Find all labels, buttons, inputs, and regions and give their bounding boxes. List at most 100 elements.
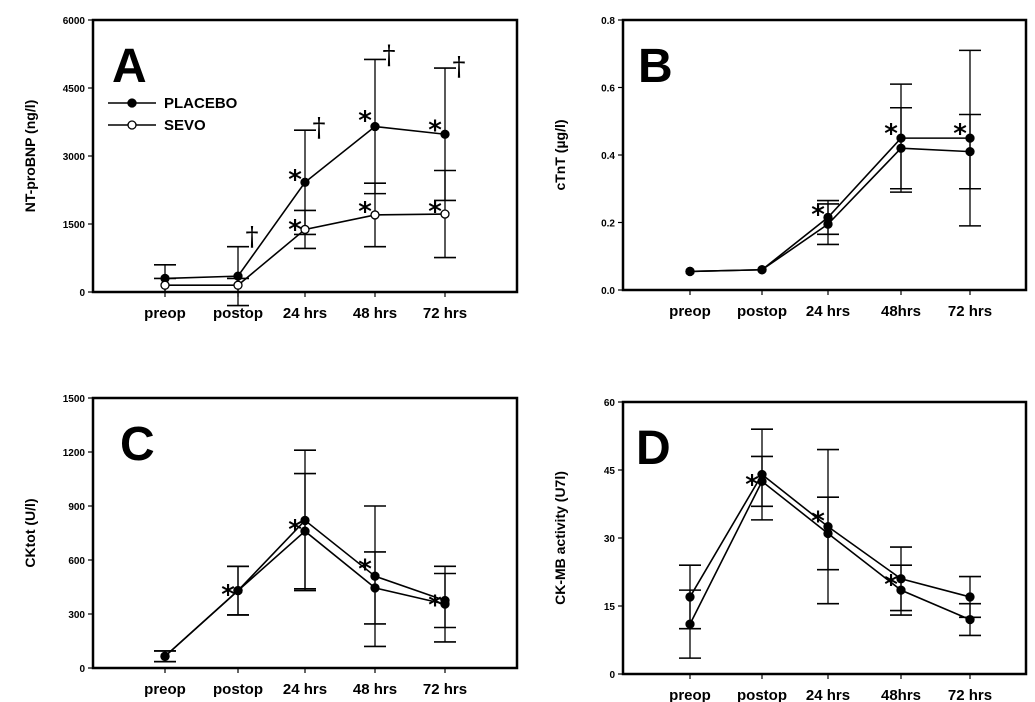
series-line: [689, 137, 970, 273]
y-tick-label: 300: [68, 610, 85, 621]
y-tick-label: 0: [79, 664, 85, 675]
panel-letter: D: [636, 422, 671, 475]
panel-c: 0 300 600 900 1200 1500 preop postop 24 hrs 48 hr…: [22, 394, 519, 698]
data-point: [233, 280, 243, 290]
data-point: [160, 651, 170, 661]
y-tick-label: 900: [68, 502, 85, 513]
data-point: [757, 476, 767, 486]
data-point: [440, 129, 450, 139]
panel-letter: B: [638, 40, 673, 93]
y-tick-label: 1500: [63, 220, 86, 231]
x-tick-label: preop: [144, 305, 186, 322]
y-tick-label: 1200: [63, 448, 86, 459]
data-point: [370, 210, 380, 220]
data-point: [233, 585, 243, 596]
series-2: [679, 455, 981, 659]
significance-asterisk: *: [358, 106, 372, 136]
data-point: [823, 219, 833, 229]
x-tick-label: preop: [144, 681, 186, 698]
x-tick-label: 72 hrs: [948, 303, 992, 320]
significance-dagger: †: [453, 52, 466, 82]
plot-frame: [621, 400, 1028, 676]
data-point: [370, 121, 380, 132]
significance-asterisk: *: [288, 515, 302, 545]
legend-label: PLACEBO: [164, 95, 238, 112]
y-tick-label: 3000: [63, 152, 86, 163]
y-tick-label: 0: [609, 670, 615, 681]
significance-dagger: †: [246, 222, 259, 252]
legend-label: SEVO: [164, 117, 206, 134]
plot-frame: [621, 18, 1028, 292]
y-tick-label: 0.8: [601, 16, 615, 27]
y-tick-label: 0.6: [601, 84, 615, 95]
y-axis-label: CKtot (U/l): [22, 498, 38, 567]
significance-asterisk: *: [358, 197, 372, 227]
y-tick-label: 4500: [63, 84, 86, 95]
data-point: [440, 209, 450, 219]
legend-marker: [127, 98, 137, 108]
significance-asterisk: *: [358, 555, 372, 585]
data-point: [965, 614, 975, 625]
data-point: [300, 224, 310, 235]
series-line: [689, 480, 971, 625]
data-point: [685, 266, 695, 277]
y-axis-label: CK-MB activity (U7l): [552, 471, 568, 605]
x-tick-label: postop: [737, 687, 787, 702]
y-tick-label: 0.2: [601, 219, 615, 230]
y-tick-label: 15: [604, 602, 616, 613]
x-tick-label: postop: [213, 305, 263, 322]
significance-asterisk: *: [221, 580, 235, 610]
x-tick-label: 72 hrs: [423, 681, 467, 698]
significance-asterisk: *: [288, 215, 302, 245]
x-tick-label: 48 hrs: [353, 305, 397, 322]
y-axis-label: cTnT (µg/l): [552, 119, 568, 190]
y-tick-label: 60: [604, 398, 616, 409]
significance-asterisk: *: [428, 591, 442, 621]
data-point: [896, 585, 906, 595]
legend: PLACEBO SEVO: [108, 95, 238, 134]
significance-dagger: †: [313, 113, 326, 143]
x-tick-label: 24 hrs: [283, 305, 327, 322]
x-tick-label: 24 hrs: [283, 681, 327, 698]
significance-asterisk: *: [428, 115, 442, 145]
x-tick-label: postop: [737, 303, 787, 320]
panel-b: 0.0 0.2 0.4 0.6 0.8 preop postop 24 hrs 48hrs 72 …: [552, 16, 1028, 320]
data-point: [160, 280, 170, 290]
data-point: [965, 592, 975, 602]
significance-asterisk: *: [811, 506, 825, 536]
series-2: [154, 472, 456, 663]
series-line: [689, 147, 971, 273]
x-tick-label: 72 hrs: [423, 305, 467, 322]
data-point: [823, 528, 833, 539]
y-tick-label: 6000: [63, 16, 86, 27]
significance-asterisk: *: [953, 119, 967, 149]
data-point: [965, 146, 975, 157]
series-1: [685, 49, 981, 277]
panel-letter: C: [120, 418, 155, 471]
y-tick-label: 1500: [63, 394, 86, 405]
x-tick-label: preop: [669, 303, 711, 320]
x-tick-label: 48hrs: [881, 303, 921, 320]
x-tick-label: 24 hrs: [806, 687, 850, 702]
y-tick-label: 30: [604, 534, 616, 545]
significance-asterisk: *: [745, 470, 759, 500]
x-tick-label: postop: [213, 681, 263, 698]
significance-asterisk: *: [811, 200, 825, 230]
y-tick-label: 0: [79, 288, 85, 299]
data-point: [685, 619, 695, 629]
data-point: [300, 526, 310, 536]
y-tick-label: 0.4: [601, 151, 615, 162]
data-point: [896, 143, 906, 153]
series-sevo: [154, 169, 456, 293]
x-tick-label: 24 hrs: [806, 303, 850, 320]
legend-marker: [127, 120, 137, 130]
significance-asterisk: *: [884, 570, 898, 600]
panel-letter: A: [112, 40, 147, 93]
panel-a: 0 1500 3000 4500 6000 preop postop 24 hrs 48 hrs…: [22, 16, 519, 322]
data-point: [300, 177, 310, 187]
significance-dagger: †: [383, 40, 396, 70]
panel-d: 0 15 30 45 60 preop postop 24 hrs 48hrs 72 hrs CK-…: [552, 398, 1028, 702]
series-1: [679, 428, 981, 630]
x-tick-label: preop: [669, 687, 711, 702]
